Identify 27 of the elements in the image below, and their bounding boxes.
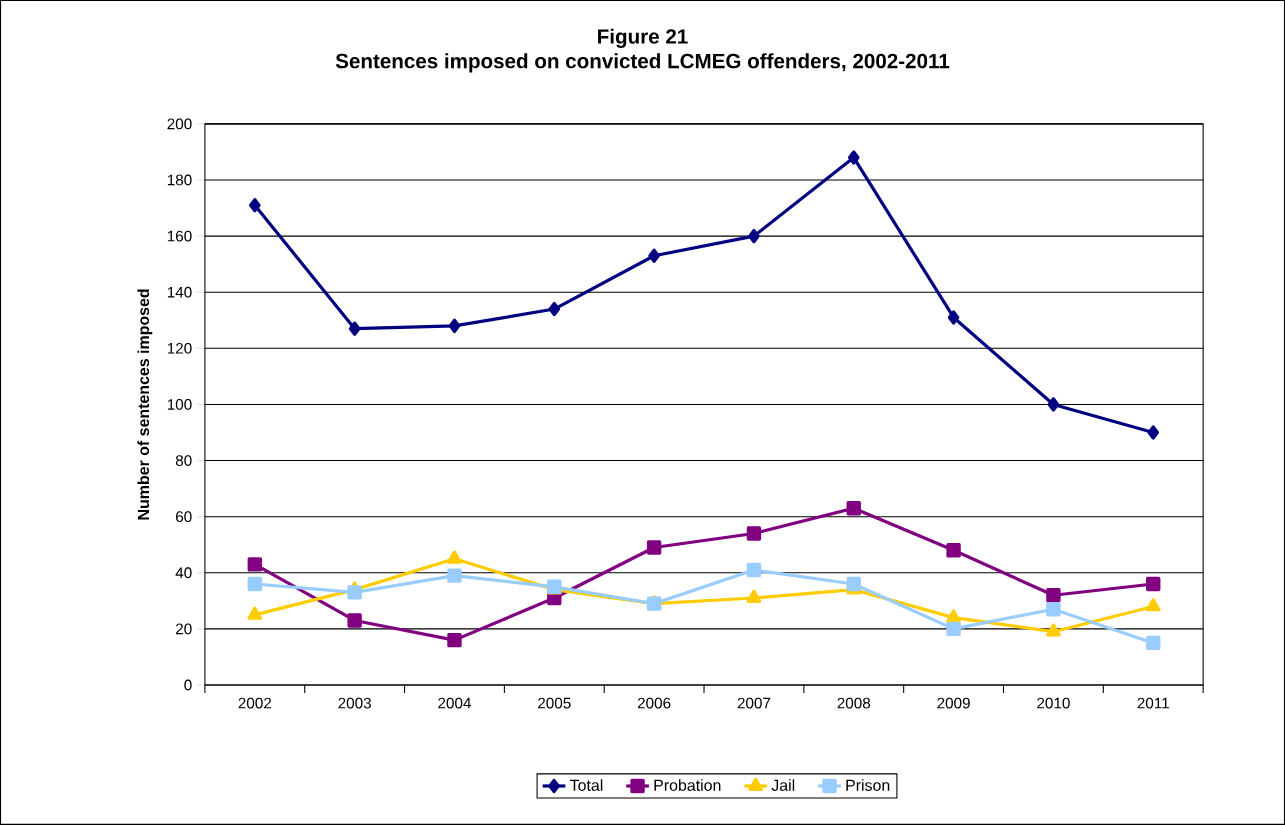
x-tick-label: 2003 <box>338 697 371 709</box>
x-tick-label: 2010 <box>1037 697 1070 709</box>
y-tick-label: 20 <box>175 623 192 635</box>
y-tick-label: 80 <box>175 455 192 466</box>
chart-title: Figure 21 Sentences imposed on convicted LCMEG offenders, 2002-2011 <box>335 28 950 73</box>
x-tick-label: 2007 <box>737 697 771 709</box>
x-tick-label: 2009 <box>937 697 970 709</box>
x-tick-label: 2011 <box>1137 697 1169 709</box>
y-tick-label: 0 <box>184 679 192 691</box>
legend-label: Prison <box>846 779 890 791</box>
y-axis-title: Number of sentences imposed <box>137 289 153 520</box>
x-tick-label: 2006 <box>637 697 671 709</box>
y-tick-label: 120 <box>167 342 192 354</box>
x-tick-label: 2005 <box>538 697 571 709</box>
legend-label: Jail <box>771 779 795 791</box>
y-tick-label: 100 <box>167 399 192 410</box>
y-tick-label: 140 <box>167 286 192 298</box>
x-tick-label: 2008 <box>837 697 871 709</box>
y-tick-label: 60 <box>175 511 192 523</box>
x-tick-label: 2004 <box>438 697 472 709</box>
legend-label: Probation <box>654 779 721 791</box>
y-tick-label: 200 <box>167 118 192 130</box>
legend-label: Total <box>569 779 603 791</box>
y-tick-label: 40 <box>175 567 192 579</box>
y-tick-label: 160 <box>167 230 192 242</box>
x-tick-label: 2002 <box>238 697 272 709</box>
y-tick-label: 180 <box>167 174 192 186</box>
